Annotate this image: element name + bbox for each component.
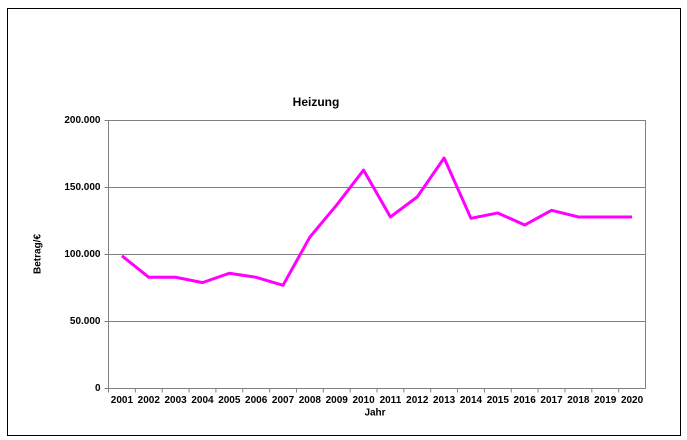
x-tick-label: 2020 [621,395,644,406]
x-tick-label: 2004 [191,395,214,406]
x-tick-label: 2019 [594,395,617,406]
y-tick-label: 50.000 [70,316,101,327]
x-tick-label: 2001 [111,395,134,406]
y-tick-label: 0 [95,383,101,394]
x-tick-label: 2006 [245,395,268,406]
x-tick-label: 2018 [567,395,590,406]
x-tick-label: 2012 [406,395,429,406]
x-tick-label: 2002 [138,395,161,406]
x-tick-label: 2005 [218,395,241,406]
x-tick-label: 2016 [514,395,537,406]
x-tick-label: 2015 [487,395,510,406]
x-tick-label: 2011 [380,395,402,406]
x-tick-label: 2010 [352,395,375,406]
line [120,156,633,287]
y-axis-label: Betrag/€ [33,234,44,274]
x-tick-label: 2013 [433,395,456,406]
y-tick-label: 100.000 [64,249,101,260]
x-tick-label: 2009 [326,395,349,406]
x-tick-label: 2014 [460,395,483,406]
y-tick-label: 150.000 [64,182,101,193]
x-tick-label: 2017 [540,395,563,406]
x-axis-label: Jahr [364,408,385,419]
x-tick-label: 2008 [299,395,322,406]
x-tick-label: 2007 [272,395,295,406]
x-tick-label: 2003 [165,395,188,406]
y-tick-label: 200.000 [64,115,101,126]
chart-title: Heizung [293,95,340,109]
